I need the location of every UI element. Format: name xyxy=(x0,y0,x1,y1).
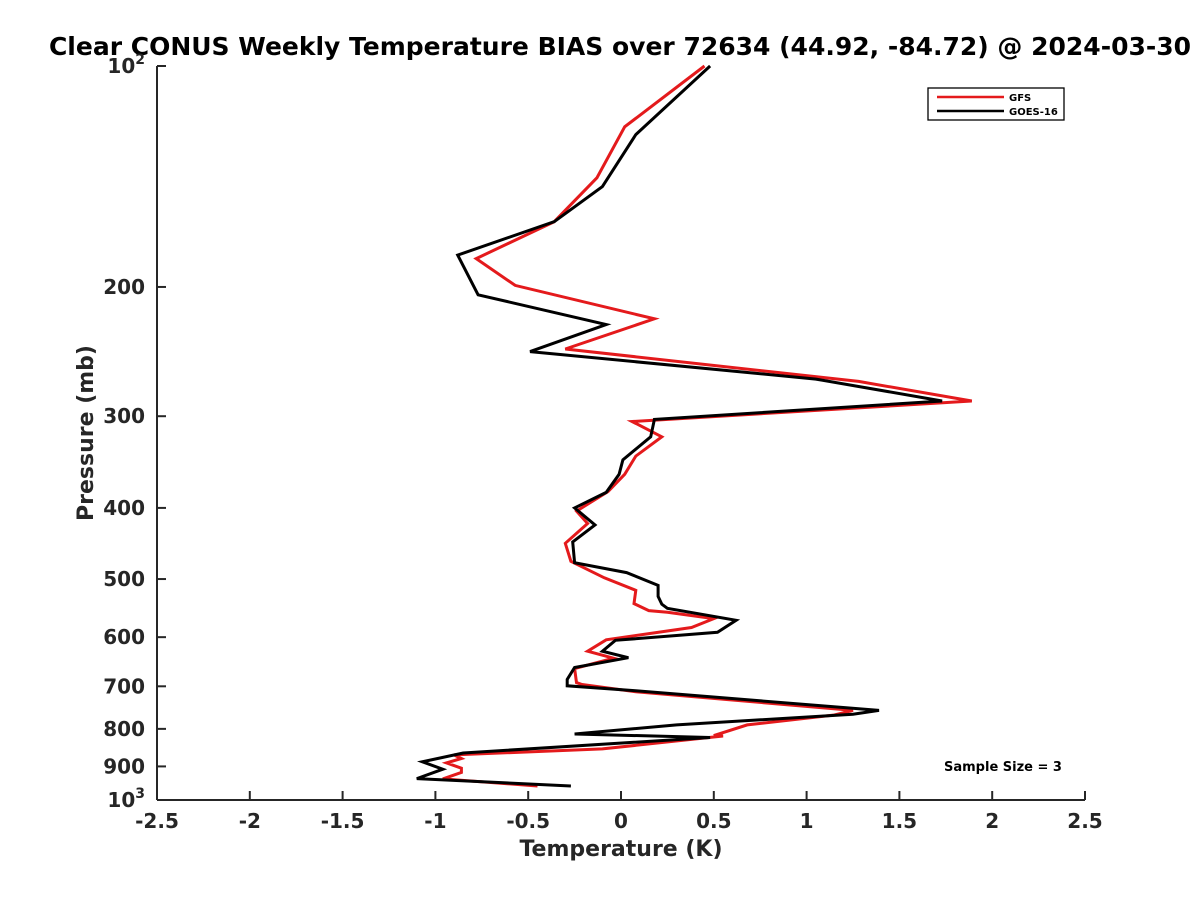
y-tick-label: 103 xyxy=(107,786,145,812)
x-tick-label: 1 xyxy=(800,809,814,833)
y-axis-label: Pressure (mb) xyxy=(74,345,99,521)
y-tick-label: 102 xyxy=(107,52,145,78)
legend-label-gfs: GFS xyxy=(1009,93,1031,104)
series-lines xyxy=(416,64,973,788)
x-tick-label: 0.5 xyxy=(696,809,731,833)
y-tick-label: 900 xyxy=(103,754,145,778)
x-axis-label: Temperature (K) xyxy=(519,837,722,862)
y-tick-label: 700 xyxy=(103,674,145,698)
x-tick-label: -2.5 xyxy=(135,809,179,833)
plot-area xyxy=(157,66,1085,800)
x-ticks: -2.5 -2 -1.5 -1 -0.5 0 0.5 1 1.5 2 2.5 xyxy=(135,791,1103,833)
x-tick-label: 2.5 xyxy=(1067,809,1102,833)
y-tick-label: 800 xyxy=(103,717,145,741)
x-tick-label: -2 xyxy=(239,809,261,833)
legend: GFS GOES-16 xyxy=(927,87,1065,121)
x-tick-label: -1.5 xyxy=(321,809,365,833)
x-tick-label: 1.5 xyxy=(882,809,917,833)
y-tick-label: 200 xyxy=(103,275,145,299)
sample-size-annotation: Sample Size = 3 xyxy=(944,760,1062,775)
legend-box xyxy=(927,87,1065,121)
y-tick-label: 300 xyxy=(103,404,145,428)
x-tick-label: 2 xyxy=(985,809,999,833)
y-ticks: 102 200 300 400 500 600 700 800 900 103 xyxy=(103,52,166,812)
y-tick-label: 600 xyxy=(103,625,145,649)
x-tick-label: -0.5 xyxy=(506,809,550,833)
chart-title: Clear CONUS Weekly Temperature BIAS over… xyxy=(49,32,1191,61)
y-tick-label: 400 xyxy=(103,496,145,520)
series-line-gfs xyxy=(441,64,973,788)
x-tick-label: -1 xyxy=(424,809,446,833)
legend-label-goes16: GOES-16 xyxy=(1009,107,1058,118)
x-tick-label: 0 xyxy=(614,809,628,833)
y-tick-label: 500 xyxy=(103,567,145,591)
series-line-goes16 xyxy=(416,64,943,788)
